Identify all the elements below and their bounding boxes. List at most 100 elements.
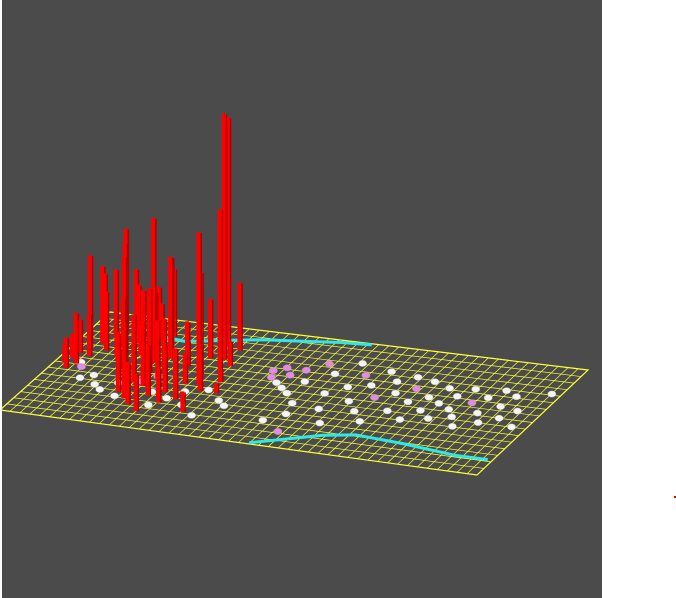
grid-line-width — [103, 317, 582, 377]
bar-columns — [62, 113, 243, 412]
marker-white — [214, 397, 224, 404]
marker-white — [507, 423, 516, 431]
marker-white — [277, 384, 287, 392]
grid-line-width — [20, 391, 498, 456]
bar-column — [173, 348, 178, 400]
bar-column — [103, 291, 108, 351]
grid-line-width — [13, 397, 491, 463]
marker-white — [204, 386, 213, 394]
bar-column-shade — [126, 243, 129, 337]
bar-column-shade — [165, 319, 168, 370]
route-path-lower — [248, 433, 488, 462]
marker-white — [343, 383, 353, 391]
bar-column-shade — [166, 345, 169, 393]
bar-column-shade — [184, 392, 186, 412]
marker-white — [395, 416, 405, 423]
bar-column-shade — [91, 314, 93, 357]
bar-column — [121, 256, 126, 342]
marker-white — [434, 399, 444, 407]
bar-column-shade — [127, 229, 130, 331]
bar-column — [100, 265, 105, 343]
marker-white — [473, 419, 483, 427]
bar-column — [133, 269, 138, 329]
bar-column — [125, 361, 130, 405]
bar-column-shade — [67, 338, 70, 368]
bar-column-shade — [172, 257, 174, 359]
marker-white — [423, 415, 433, 422]
marker-white — [281, 410, 291, 418]
bar-column-shade — [117, 270, 120, 338]
bar-column — [218, 368, 223, 383]
bar-column-shade — [231, 341, 234, 367]
bar-column — [159, 303, 164, 341]
bar-column-shade — [91, 256, 94, 349]
bar-column — [115, 332, 120, 392]
marker-white — [344, 397, 354, 405]
side-panel — [602, 0, 676, 598]
grid-line-width — [6, 403, 484, 469]
bar-column-shade — [107, 292, 110, 351]
marker-white — [447, 413, 457, 421]
3d-viewport[interactable] — [2, 0, 602, 598]
bar-column — [207, 298, 212, 359]
bar-column — [162, 344, 167, 393]
bar-column — [227, 340, 232, 367]
marker-pink — [273, 428, 283, 435]
bar-column-shade — [160, 369, 162, 403]
bar-column — [156, 286, 161, 330]
bar-column — [138, 324, 143, 356]
bar-column — [145, 344, 150, 396]
bar-column — [146, 288, 151, 374]
marker-pink — [467, 399, 477, 407]
bar-column-shade — [217, 383, 220, 394]
bar-column — [225, 117, 230, 347]
bar-column — [140, 321, 145, 386]
marker-white — [219, 402, 229, 410]
bar-column — [133, 373, 138, 412]
bar-column-shade — [127, 325, 129, 376]
bar-column — [131, 314, 136, 383]
marker-white — [387, 368, 396, 376]
marker-white — [300, 378, 310, 385]
marker-white — [416, 407, 425, 414]
marker-white — [330, 370, 340, 378]
grid-line-width — [34, 379, 512, 443]
bar-column — [237, 282, 242, 351]
bar-column-shade — [202, 273, 204, 375]
marker-white — [287, 399, 297, 407]
marker-white — [382, 407, 392, 415]
bar-column — [151, 217, 156, 363]
marker-white — [258, 416, 268, 424]
marker-white — [496, 403, 506, 410]
grid-line-width — [27, 385, 505, 450]
marker-pink — [325, 360, 334, 368]
bar-column-shade — [150, 289, 153, 374]
bar-column-shade — [200, 233, 202, 386]
bar-column — [135, 322, 140, 344]
marker-white — [187, 411, 196, 419]
marker-white — [392, 378, 402, 386]
bar-column-shade — [125, 257, 128, 342]
bar-column-shade — [189, 322, 191, 356]
marker-white — [314, 405, 324, 413]
marker-white — [473, 409, 482, 417]
bar-column — [196, 232, 201, 386]
marker-white — [366, 382, 376, 389]
marker-white — [349, 407, 359, 415]
bar-column-shade — [155, 218, 157, 363]
bar-column-shade — [129, 362, 131, 405]
bar-column-shade — [77, 313, 80, 364]
marker-pink — [282, 364, 292, 372]
3d-scene-canvas[interactable] — [2, 0, 602, 598]
bar-column-shade — [221, 210, 224, 371]
grid-line-width — [2, 409, 478, 476]
bar-column-shade — [144, 322, 147, 386]
bar-column-shade — [211, 299, 214, 359]
marker-white — [282, 389, 292, 397]
marker-pink — [266, 373, 276, 381]
marker-white — [355, 417, 365, 425]
marker-white — [95, 386, 105, 393]
marker-white — [315, 419, 325, 427]
stray-red-mark — [674, 496, 676, 498]
marker-white — [89, 371, 99, 379]
